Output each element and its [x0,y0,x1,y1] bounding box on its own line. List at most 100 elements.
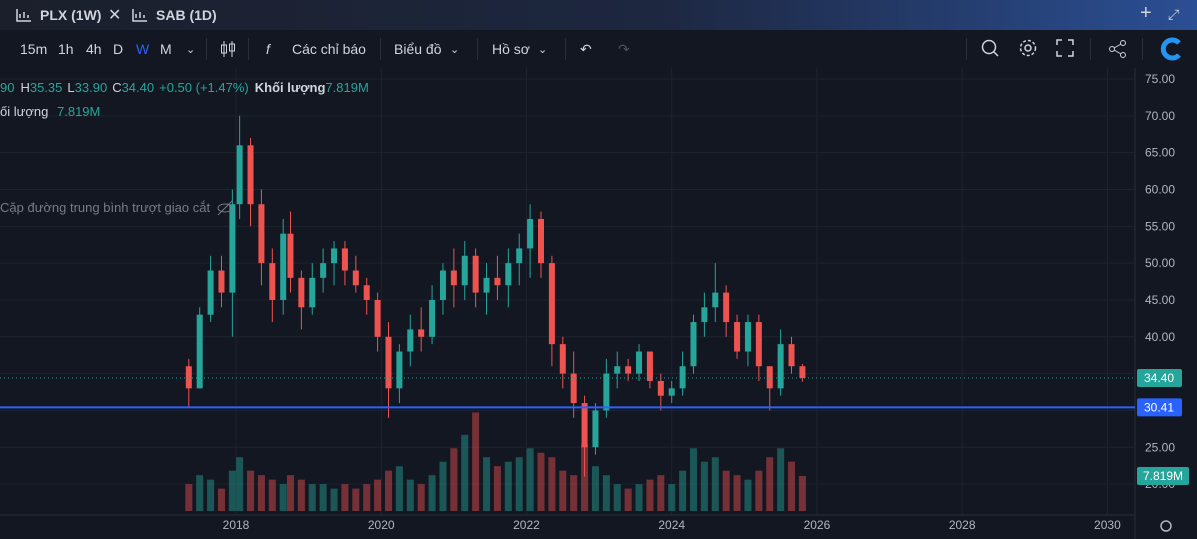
candle-body [196,314,203,389]
y-tick-label: 60.00 [1145,183,1175,197]
candle-icon[interactable] [220,39,236,59]
volume-bar [207,479,215,511]
tab[interactable]: SAB (1D) [156,7,217,23]
candle-body [657,380,664,396]
candle-body [396,351,403,389]
volume-bar [450,448,458,511]
candle-body [592,410,599,448]
indicators[interactable]: Các chỉ báo [292,41,366,57]
candle-body [418,329,425,337]
hidden-icon [217,203,233,213]
volume-tag [1137,466,1189,485]
candle-body [799,366,806,379]
candle-body [777,344,784,389]
volume-bar [591,466,599,511]
expand[interactable]: ⤢ [1168,6,1180,22]
chart: 20.0025.0030.0035.0040.0045.0050.0055.00… [0,68,1197,539]
volume-bar [395,466,403,511]
volume-bar [483,457,491,511]
volume-bar [257,475,265,511]
candle-body [407,329,414,352]
y-tick-label: 65.00 [1145,146,1175,160]
ohlc-legend: 90 H35.35 L33.90 C34.40 +0.50 (+1.47%) Khối l… [0,80,369,95]
x-tick-label: 2030 [1094,518,1121,532]
legend-h: 35.35 [30,80,63,95]
candle-body [439,270,446,300]
volume-bar [515,457,523,511]
fullscreen-icon[interactable] [1056,39,1074,57]
volume-bar [581,443,589,511]
interval-active[interactable]: W [136,41,150,57]
volume-bar [406,479,414,511]
volume-bar [570,475,578,511]
candle-body [483,277,490,293]
logo[interactable] [1160,37,1184,61]
dropdown[interactable]: ⌄ [538,44,548,56]
candle-body [385,336,392,389]
tab-close[interactable]: ✕ [108,7,122,24]
interval[interactable]: 1h [58,41,74,57]
candle-body [766,366,773,389]
redo[interactable]: ↷ [618,41,630,57]
candle-body [581,403,588,448]
x-tick-label: 2020 [368,518,395,532]
y-tick-label: 55.00 [1145,219,1175,233]
candle-body [280,233,287,300]
candle-body [472,255,479,293]
interval[interactable]: 15m [20,41,48,57]
volume-bar [679,470,687,511]
volume-bar [341,484,349,511]
tab-bar: PLX (1W) ✕ SAB (1D) + ⤢ [0,0,1197,30]
plot-background [0,68,1197,539]
separator [1142,38,1143,60]
volume-bar [559,470,567,511]
candle-body [755,322,762,367]
candle-body [516,248,523,264]
legend-open-tail: 90 [0,80,14,95]
tab[interactable]: PLX (1W) [40,7,102,23]
y-tick-label: 70.00 [1145,109,1175,123]
interval[interactable]: D [113,41,124,57]
candle-body [236,145,243,205]
search-icon[interactable] [980,38,1000,58]
volume-bar [363,484,371,511]
interval[interactable]: 4h [86,41,102,57]
volume-bar [319,484,327,511]
legend-l-label: L [67,80,74,95]
candle-body [494,277,501,286]
candle-body [701,307,708,323]
volume-bar [352,488,360,511]
candle-body [258,204,265,264]
candle-body [363,285,370,300]
volume-bar [668,484,676,511]
candle-body [229,204,236,293]
dropdown[interactable]: ⌄ [450,44,460,56]
x-tick-label: 2028 [949,518,976,532]
candle-body [646,351,653,381]
separator [1090,38,1091,60]
share-icon[interactable] [1108,39,1128,59]
candle-body [548,263,555,345]
volume-legend-label: ối lượng [0,104,48,119]
legend-h-label: H [20,80,29,95]
undo[interactable]: ↶ [580,41,592,57]
candle-body [614,366,621,374]
settings-icon[interactable] [1018,38,1038,58]
volume-bar [428,475,436,511]
candle-body [723,292,730,323]
candle-body [185,366,192,389]
interval[interactable]: M [160,41,172,57]
volume-bar [384,470,392,511]
candle-body [352,270,359,286]
candle-body [636,351,643,374]
candle-body [625,366,632,374]
chart-menu[interactable]: Biểu đồ [394,41,442,57]
dropdown[interactable]: ⌄ [186,44,196,56]
candle-body [788,344,795,367]
profile-menu[interactable]: Hồ sơ [492,41,530,57]
volume-bar [247,470,255,511]
add-tab[interactable]: + [1140,2,1152,24]
separator [565,38,566,60]
volume-bar [624,488,632,511]
fx-icon: f [266,41,270,57]
